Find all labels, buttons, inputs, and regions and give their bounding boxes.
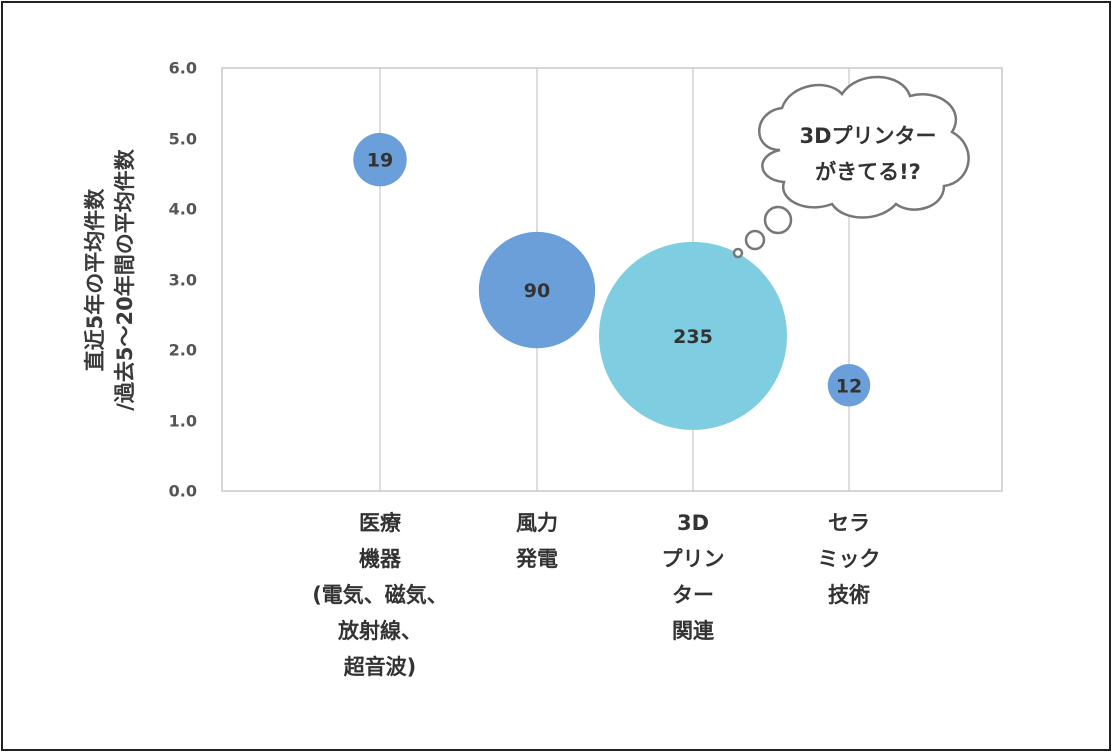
y-tick-label: 4.0	[168, 199, 197, 219]
y-tick-label: 0.0	[168, 481, 197, 501]
bubble	[827, 364, 871, 407]
y-tick-label: 5.0	[168, 129, 197, 148]
x-category-label: 医療 機器 (電気、磁気、 放射線、 超音波)	[312, 511, 448, 679]
y-tick-label: 1.0	[168, 411, 197, 430]
y-tick-label: 6.0	[168, 58, 197, 78]
y-tick-label: 2.0	[168, 340, 197, 360]
cloud-tail-dot	[763, 205, 793, 235]
bubble-value-label: 19	[367, 150, 393, 172]
annotation-line-2: がきてる!?	[815, 160, 921, 184]
bubble	[599, 241, 787, 430]
annotation-text: 3Dプリンター がきてる!?	[780, 118, 956, 190]
bubble	[353, 132, 407, 187]
x-category-label: 風力 発電	[516, 511, 558, 571]
cloud-shape	[758, 75, 970, 219]
cloud-tail-dot	[744, 229, 766, 251]
x-category-label: 3D プリン ター 関連	[661, 511, 725, 643]
y-tick-label: 3.0	[168, 270, 197, 289]
bubble-value-label: 235	[673, 326, 713, 348]
bubble-value-label: 90	[524, 280, 550, 302]
bubble	[478, 231, 596, 349]
speech-cloud	[732, 75, 970, 259]
x-category-label: セラ ミック 技術	[817, 511, 881, 607]
bubble-value-label: 12	[836, 375, 862, 397]
plot-area	[221, 67, 1003, 492]
annotation-line-1: 3Dプリンター	[799, 124, 937, 148]
cloud-tail-dot	[732, 247, 744, 259]
